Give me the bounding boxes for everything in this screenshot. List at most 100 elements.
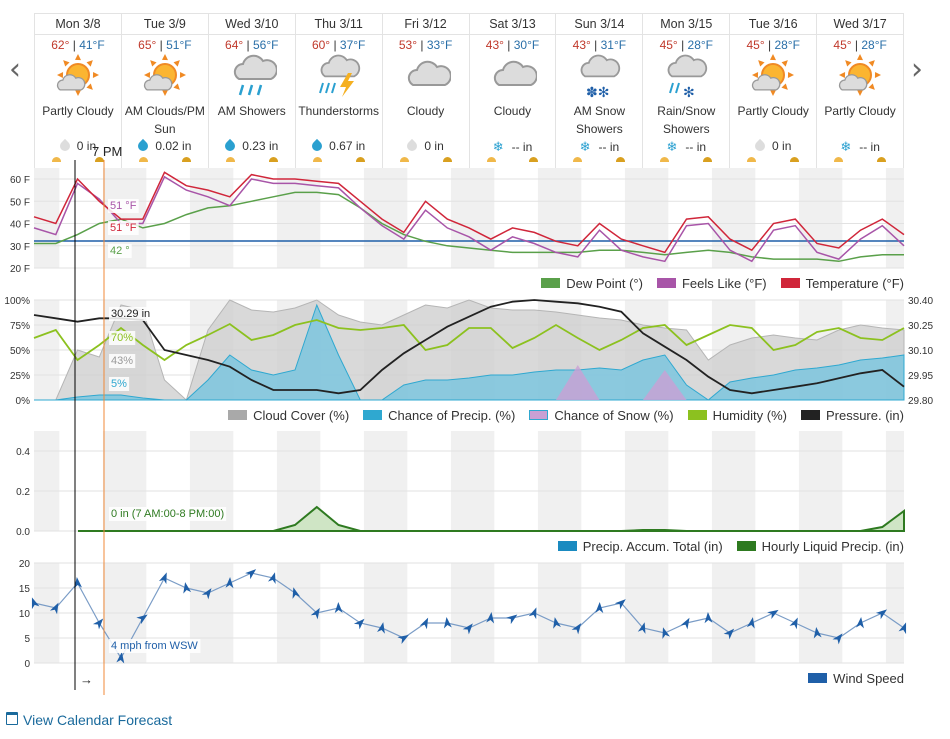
- sunset-icon: [94, 157, 104, 162]
- cursor-time-label: 7 PM: [92, 144, 122, 159]
- y-tick-label: 25%: [10, 371, 30, 382]
- low-temp: 33°F: [426, 38, 453, 52]
- y-tick-label: 0.0: [16, 527, 30, 538]
- sunrise-icon: [138, 157, 148, 162]
- day-column[interactable]: Mon 3/15 45° | 28°F ✻ Rain/Snow Showers …: [642, 14, 730, 168]
- precip-amount: 0 in: [35, 138, 121, 154]
- sunrise-icon: [225, 157, 235, 162]
- wind-direction-arrow-icon: [92, 618, 104, 630]
- day-temps: 45° | 28°F: [659, 38, 714, 52]
- sunrise-sunset-icons: [35, 157, 121, 162]
- low-temp: 28°F: [861, 38, 887, 52]
- precip-chance-label: 5%: [109, 377, 130, 391]
- snowflake-icon: ❄: [666, 139, 678, 154]
- day-name: Mon 3/15: [643, 14, 730, 35]
- day-name: Wed 3/10: [208, 14, 295, 35]
- low-temp: 31°F: [600, 38, 627, 52]
- legend-dew-point[interactable]: Dew Point (°): [541, 276, 643, 291]
- arrow-right-icon: →: [80, 672, 93, 687]
- daylight-band: [233, 431, 277, 531]
- wind-direction-arrow-icon: [789, 617, 798, 630]
- day-temps: 62° | 41°F: [51, 38, 105, 52]
- wind-direction-arrow-icon: [310, 607, 320, 620]
- liquid-precip-label: 0 in (7 AM:00-8 PM:00): [109, 507, 227, 521]
- day-column[interactable]: Mon 3/8 62° | 41°F Partly Cloudy 0 in: [34, 14, 121, 168]
- high-temp: 60°: [311, 38, 331, 52]
- high-temp: 45°: [659, 38, 678, 52]
- legend-wind-speed[interactable]: Wind Speed: [808, 671, 904, 686]
- day-column[interactable]: Wed 3/10 64° | 56°F AM Showers 0.23 in: [207, 14, 295, 168]
- y-tick-label: 0: [24, 659, 30, 670]
- high-temp: 43°: [485, 38, 504, 52]
- prev-button[interactable]: ‹: [9, 52, 21, 87]
- wind-direction-arrow-icon: [595, 602, 604, 614]
- condition-text: Thunderstorms: [298, 104, 380, 118]
- daily-forecast-strip: Mon 3/8 62° | 41°F Partly Cloudy 0 in Tu…: [34, 13, 905, 168]
- precip-amount: 0.23 in: [209, 138, 295, 154]
- sunrise-sunset-icons: [296, 157, 382, 162]
- day-column[interactable]: Fri 3/12 53° | 33°F Cloudy 0 in: [381, 14, 469, 168]
- y-tick-label: 5: [24, 634, 30, 645]
- day-column[interactable]: Tue 3/9 65° | 51°F AM Clouds/PM Sun 0.02…: [120, 14, 208, 168]
- pressure-label-bg: [109, 307, 153, 321]
- legend-temperature[interactable]: Temperature (°F): [780, 276, 904, 291]
- day-temps: 43° | 31°F: [572, 38, 627, 52]
- wind-direction-arrow-icon: [486, 612, 495, 624]
- wind-direction-arrow-icon: [462, 623, 473, 635]
- y-tick-label: 10: [19, 609, 31, 620]
- condition-text: AM Showers: [217, 104, 286, 118]
- wind-direction-arrow-icon: [767, 609, 779, 620]
- legend-percent: Cloud Cover (%) Chance of Precip. (%) Ch…: [228, 408, 904, 423]
- day-column[interactable]: Tue 3/16 45° | 28°F Partly Cloudy 0 in: [729, 14, 817, 168]
- day-column[interactable]: Sun 3/14 43° | 31°F ✽✻ AM Snow Showers ❄…: [555, 14, 643, 168]
- legend-hourly-liquid[interactable]: Hourly Liquid Precip. (in): [736, 539, 904, 554]
- daylight-band: [842, 168, 886, 268]
- wind-direction-arrow-icon: [31, 597, 40, 610]
- next-button[interactable]: ›: [911, 52, 923, 87]
- y-tick-label: 60 F: [10, 175, 30, 186]
- dew-point-label-bg: [108, 244, 132, 258]
- wind-direction-arrow-icon: [614, 599, 626, 610]
- day-column[interactable]: Thu 3/11 60° | 37°F Thunderstorms 0.67 i…: [294, 14, 382, 168]
- humidity-label-text: 70%: [111, 332, 133, 344]
- day-column[interactable]: Sat 3/13 43° | 30°F Cloudy ❄ -- in: [468, 14, 556, 168]
- day-name: Fri 3/12: [382, 14, 469, 35]
- precip-amount: ❄ -- in: [492, 139, 533, 154]
- daylight-band: [581, 431, 625, 531]
- sunrise-sunset-icons: [730, 157, 816, 162]
- day-temps: 53° | 33°F: [398, 38, 453, 52]
- day-temps: 43° | 30°F: [485, 38, 540, 52]
- wind-direction-arrow-icon: [74, 577, 83, 589]
- sunset-icon: [442, 157, 452, 162]
- svg-text:✻: ✻: [683, 84, 695, 100]
- wind-label: 4 mph from WSW: [109, 639, 201, 653]
- legend-cloud-cover[interactable]: Cloud Cover (%): [228, 408, 349, 423]
- legend-humidity[interactable]: Humidity (%): [687, 408, 787, 423]
- y-tick-label: 30 F: [10, 242, 30, 253]
- daylight-band: [59, 168, 103, 268]
- wind-direction-arrow-icon: [528, 607, 537, 620]
- legend-snow-chance[interactable]: Chance of Snow (%): [529, 408, 674, 423]
- legend-feels-like[interactable]: Feels Like (°F): [656, 276, 767, 291]
- legend-precip-chance[interactable]: Chance of Precip. (%): [363, 408, 515, 423]
- showers-icon: [209, 52, 295, 102]
- legend-precip: Precip. Accum. Total (in) Hourly Liquid …: [557, 539, 904, 554]
- partly-cloudy-icon: [122, 52, 208, 102]
- day-column[interactable]: Wed 3/17 45° | 28°F Partly Cloudy ❄ -- in: [816, 14, 905, 168]
- feels-like-label-bg: [108, 199, 139, 213]
- temperature-line: [33, 171, 905, 254]
- day-name: Sat 3/13: [469, 14, 556, 35]
- y-tick-label: 100%: [4, 296, 30, 307]
- wind-direction-arrow-icon: [553, 617, 561, 629]
- legend-pressure[interactable]: Pressure. (in): [800, 408, 904, 423]
- legend-precip-accum[interactable]: Precip. Accum. Total (in): [557, 539, 723, 554]
- wind-direction-arrow-icon: [267, 572, 276, 584]
- wind-direction-arrow-icon: [183, 582, 192, 594]
- high-temp: 65°: [138, 38, 157, 52]
- y-tick-label: 29.95: [908, 371, 933, 382]
- wind-direction-arrow-icon: [506, 614, 518, 625]
- view-calendar-forecast-link[interactable]: View Calendar Forecast: [6, 712, 172, 728]
- wind-direction-arrow-icon: [225, 577, 234, 589]
- feels-like-label: 51 °F: [108, 199, 139, 213]
- feels-like-label-text: 51 °F: [110, 200, 137, 212]
